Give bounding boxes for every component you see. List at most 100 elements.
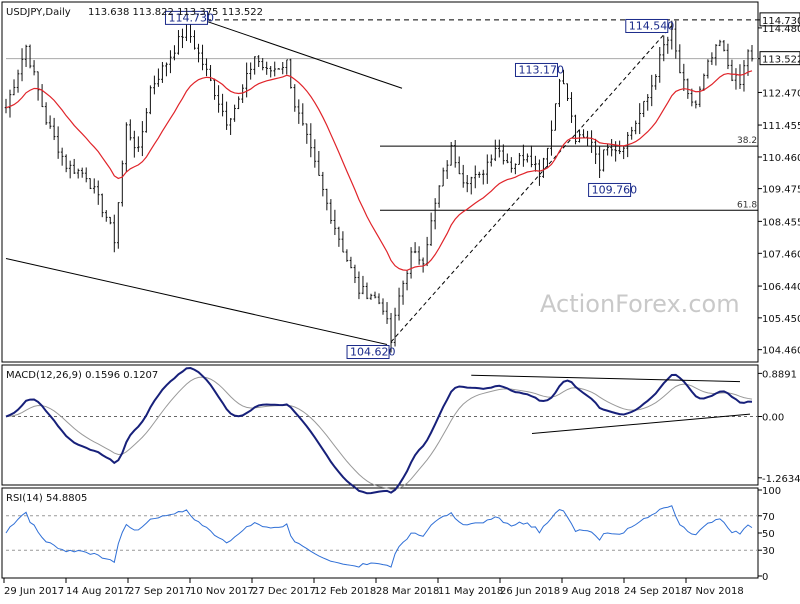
macd-tick-label: 0.8891 <box>762 369 797 380</box>
uptrend-dashed-line <box>390 25 673 343</box>
candle <box>562 69 565 85</box>
candle <box>498 139 501 158</box>
candle <box>554 103 557 131</box>
candle <box>325 188 329 211</box>
candle <box>441 167 445 187</box>
top-level-box <box>759 12 800 27</box>
rsi-panel-frame <box>1 487 759 579</box>
candle <box>682 63 686 91</box>
candle <box>205 58 208 77</box>
candle <box>566 83 569 102</box>
candle <box>654 74 658 90</box>
candle <box>510 157 513 173</box>
candle <box>229 118 232 135</box>
price-tick-label: 104.460 <box>762 346 800 357</box>
candle <box>469 176 473 195</box>
candle <box>104 210 108 222</box>
candle <box>750 44 754 62</box>
candle <box>112 214 116 253</box>
macd-label: MACD(12,26,9) 0.1596 0.1207 <box>6 370 158 381</box>
candle <box>449 141 453 166</box>
candle <box>377 293 381 305</box>
price-tick-label: 114.730 <box>762 16 800 27</box>
candle <box>385 302 389 324</box>
candle <box>550 120 553 156</box>
candle <box>437 185 441 208</box>
candle <box>197 43 200 63</box>
candle <box>433 198 437 230</box>
candle <box>538 159 541 186</box>
candle <box>618 140 621 155</box>
price-annotation-box <box>588 182 632 197</box>
candle <box>445 160 449 179</box>
macd-line <box>5 367 753 495</box>
candle <box>694 100 698 109</box>
price-annotation-box <box>625 18 669 33</box>
candle <box>265 61 268 75</box>
downtrend-line-lower <box>5 257 388 346</box>
candle <box>558 78 561 107</box>
candle <box>121 160 124 207</box>
candle <box>373 291 377 299</box>
candle <box>40 84 44 108</box>
candle <box>642 100 646 118</box>
candle <box>417 246 421 265</box>
candle <box>494 139 497 162</box>
x-tick-label: 24 Sep 2018 <box>624 586 687 597</box>
candle <box>622 146 625 160</box>
candle <box>257 55 260 67</box>
candle <box>289 58 293 89</box>
fib-level-label: 38.2 <box>737 136 757 146</box>
candle <box>698 86 702 108</box>
candle <box>32 60 36 76</box>
candle <box>56 126 60 159</box>
candle <box>662 35 666 62</box>
price-annotation-label: 109.760 <box>592 183 638 196</box>
candle <box>722 39 726 52</box>
candle <box>429 212 433 246</box>
candle <box>714 44 718 66</box>
candle <box>64 154 68 173</box>
price-annotation-label: 113.170 <box>518 63 564 76</box>
candle <box>84 167 88 183</box>
price-tick-label: 110.460 <box>762 153 800 164</box>
candle <box>261 58 264 71</box>
price-tick-label: 107.460 <box>762 249 800 260</box>
candle <box>582 129 585 138</box>
candle <box>670 20 674 50</box>
candle <box>68 160 72 179</box>
macd-signal-line <box>5 376 753 490</box>
rsi-line <box>5 505 753 568</box>
candle <box>606 143 609 156</box>
candle <box>52 117 56 141</box>
candle <box>329 199 333 224</box>
main-panel-frame <box>1 1 759 363</box>
candle <box>125 122 128 172</box>
price-panel: 114.730114.480113.522112.470111.455110.4… <box>4 10 800 360</box>
candle <box>157 68 160 87</box>
candle <box>4 98 8 114</box>
candle <box>485 154 489 184</box>
x-tick-label: 7 Nov 2018 <box>686 586 744 597</box>
candle <box>706 59 710 79</box>
candle <box>117 202 120 249</box>
candle <box>165 62 168 77</box>
candle <box>477 171 481 178</box>
candle <box>293 84 297 112</box>
candle <box>702 73 706 91</box>
candle <box>570 92 573 123</box>
candle <box>233 104 236 122</box>
candle <box>201 44 204 71</box>
candle <box>710 52 714 65</box>
candle <box>48 115 52 129</box>
candle <box>12 79 16 96</box>
candle <box>80 167 84 178</box>
candle <box>309 123 313 158</box>
macd-tick-label: 0.00 <box>762 413 784 424</box>
candle <box>100 193 104 218</box>
x-tick-label: 29 Jun 2017 <box>4 586 64 597</box>
candle <box>28 44 32 69</box>
candle <box>481 169 485 185</box>
candle <box>453 139 457 168</box>
